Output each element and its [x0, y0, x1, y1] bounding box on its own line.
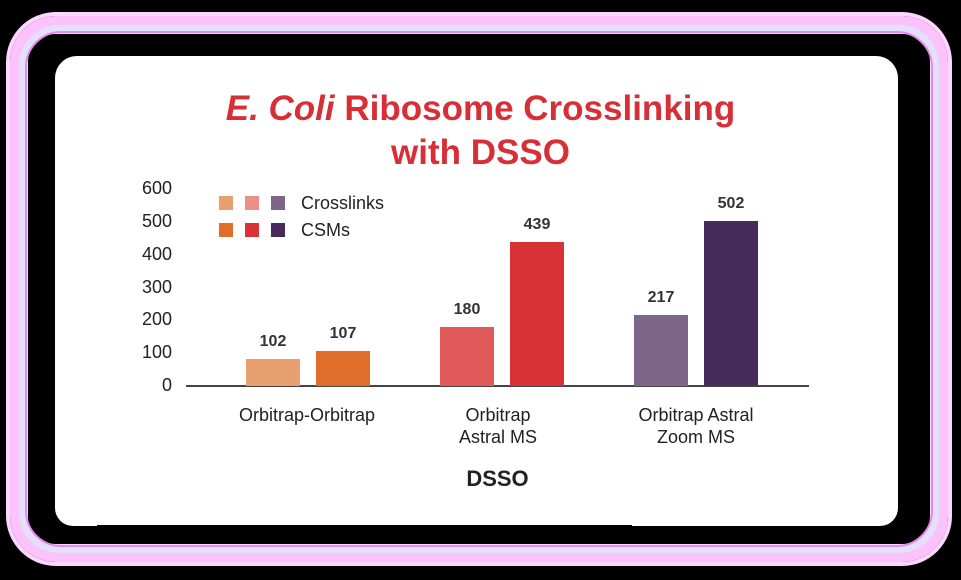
legend-swatch: [219, 223, 233, 237]
bar-crosslinks: [246, 359, 300, 386]
glow-frame-line: [25, 31, 933, 547]
bar-csms: [510, 241, 564, 386]
legend-label: CSMs: [301, 219, 350, 240]
legend-swatch: [271, 196, 285, 210]
x-axis-label: DSSO: [466, 466, 529, 491]
bar-crosslinks: [440, 326, 494, 386]
y-tick-label: 400: [141, 243, 172, 264]
y-tick-label: 0: [161, 375, 172, 395]
legend-swatch: [271, 223, 285, 237]
bar-value-label: 439: [523, 215, 551, 233]
legend-crosslinks: Crosslinks: [219, 192, 385, 213]
glow-frame-mid: [19, 25, 939, 553]
y-tick-label: 100: [141, 342, 172, 363]
bar-value-label: 180: [453, 300, 481, 318]
divider-line: [97, 525, 632, 526]
bar-value-label: 102: [259, 333, 287, 351]
y-tick-label: 200: [141, 309, 172, 330]
legend-swatch: [245, 196, 259, 210]
category-label: Orbitrap Astral MS: [458, 405, 537, 447]
y-tick-label: 300: [141, 276, 172, 297]
x-axis-line: [186, 385, 809, 387]
bar-value-label: 502: [717, 195, 745, 213]
chart-title-line1: E. Coli Ribosome Crosslinking: [0, 88, 961, 129]
legend-csms: CSMs: [219, 219, 350, 240]
legend-swatch: [219, 196, 233, 210]
chart-title-rest: Ribosome Crosslinking: [334, 89, 736, 128]
y-tick-label: 500: [141, 210, 172, 231]
bar-csms: [704, 221, 758, 386]
y-tick-label: 600: [141, 178, 172, 198]
category-label: Orbitrap-Orbitrap: [238, 405, 376, 425]
legend-label: Crosslinks: [301, 192, 385, 213]
bar-value-label: 107: [329, 324, 357, 342]
bar-csms: [316, 350, 370, 386]
bar-crosslinks: [634, 314, 688, 386]
chart-title-line2: with DSSO: [391, 133, 570, 172]
category-label: Orbitrap Astral Zoom MS: [638, 405, 754, 447]
legend-swatch: [245, 223, 259, 237]
chart-title-italic: E. Coli: [225, 89, 335, 128]
bar-value-label: 217: [647, 288, 675, 306]
